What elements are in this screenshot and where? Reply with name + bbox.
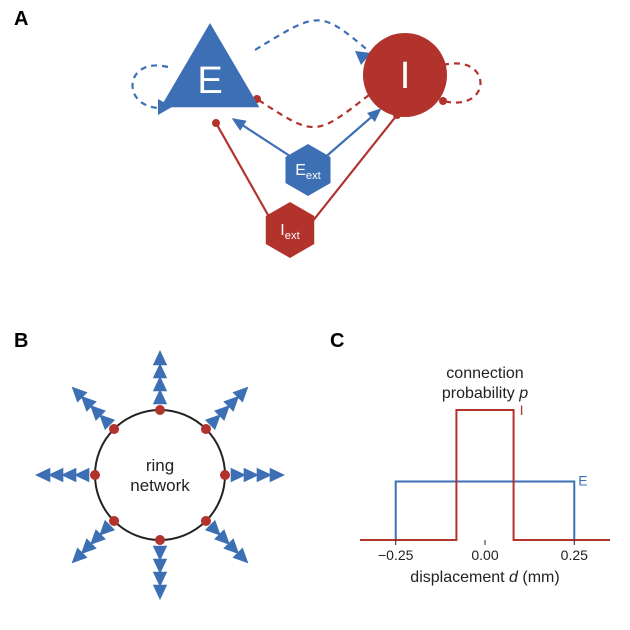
panel-a-label: A	[14, 8, 28, 31]
inhib-dot	[155, 535, 165, 545]
inhib-dot	[109, 516, 119, 526]
inhib-dot	[90, 470, 100, 480]
x-tick-label: 0.25	[561, 547, 588, 563]
panel-b-ring-network: ringnetwork	[10, 340, 310, 620]
series-i-label: I	[520, 402, 524, 418]
excit-triangle	[35, 468, 50, 482]
series-e	[360, 482, 610, 541]
panel-c-title-2: probability p	[442, 385, 528, 402]
inhib-dot	[155, 405, 165, 415]
excit-triangle	[153, 585, 167, 600]
x-tick-label: −0.25	[378, 547, 414, 563]
eext-to-e-arrow	[232, 118, 247, 131]
series-e-label: E	[578, 473, 587, 489]
series-i	[360, 410, 610, 540]
excit-triangle	[270, 468, 285, 482]
ring-label-1: ring	[146, 456, 174, 475]
eext-to-e	[238, 122, 296, 160]
inhib-dot	[201, 516, 211, 526]
e-node-label: E	[197, 60, 222, 102]
iext-to-e-dot	[212, 119, 220, 127]
e-to-i-edge	[255, 20, 371, 53]
inhib-dot	[220, 470, 230, 480]
i-self-loop	[443, 63, 481, 102]
inhib-dot	[201, 424, 211, 434]
x-tick-label: 0.00	[471, 547, 498, 563]
ring-label-2: network	[130, 476, 190, 495]
panel-c-title-1: connection	[446, 365, 523, 382]
inhib-dot	[109, 424, 119, 434]
x-axis-label: displacement d (mm)	[410, 569, 559, 586]
excit-triangle	[153, 350, 167, 365]
panel-a-diagram: EIEextIext	[80, 0, 580, 300]
i-self-loop-dot	[439, 97, 447, 105]
panel-c-chart: connection probability pI E −0.25 0.00 0.25di…	[330, 340, 630, 620]
i-to-e-edge	[257, 95, 369, 127]
i-node-label: I	[400, 55, 411, 97]
